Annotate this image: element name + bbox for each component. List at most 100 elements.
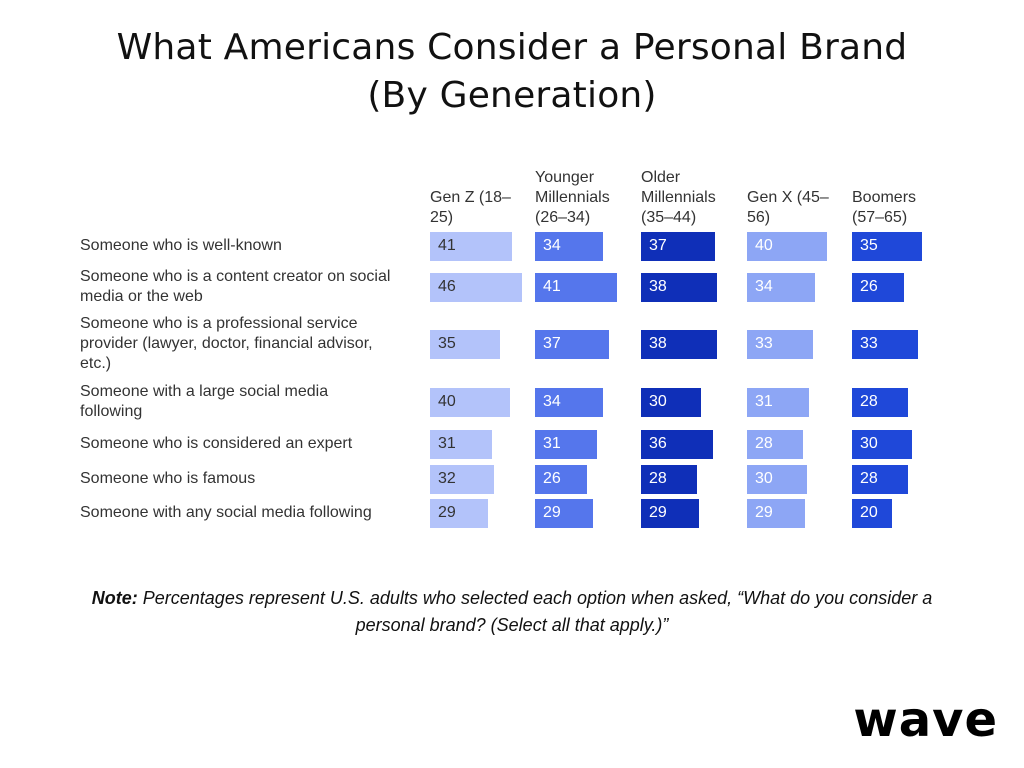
row-label-text: Someone who is famous [80, 469, 255, 489]
bar-value-label: 40 [438, 393, 456, 410]
bar-6-0: 29 [430, 498, 488, 528]
bar-value-label: 34 [543, 237, 561, 254]
column-header-line: Millennials [535, 189, 610, 206]
row-label: Someone with any social media following [80, 503, 420, 523]
bar-5-1: 26 [535, 464, 587, 494]
column-header-text: Younger Millennials (26–34) [535, 168, 610, 228]
bar-value-label: 41 [438, 237, 456, 254]
row-label: Someone who is considered an expert [80, 434, 420, 454]
bar-value-label: 30 [860, 435, 878, 452]
bar-value-label: 28 [755, 435, 773, 452]
bar-value-label: 26 [860, 278, 878, 295]
row-label-line: Someone who is a professional service [80, 315, 358, 332]
bar-3-4: 28 [852, 387, 908, 417]
bar-3-2: 30 [641, 387, 701, 417]
bar-1-1: 41 [535, 272, 617, 302]
bar-4-0: 31 [430, 429, 492, 459]
bar-value-label: 26 [543, 470, 561, 487]
column-header-line: Millennials [641, 189, 716, 206]
bar-value-label: 46 [438, 278, 456, 295]
column-header-line: (35–44) [641, 209, 697, 226]
bar-value-label: 34 [755, 278, 773, 295]
bar-0-2: 37 [641, 231, 715, 261]
wave-logo: wave [853, 692, 998, 748]
bar-value-label: 31 [755, 393, 773, 410]
column-header-line: Gen Z (18– [430, 189, 511, 206]
row-label-line: Someone who is a content creator on soci… [80, 268, 391, 285]
note-label: Note: [91, 588, 138, 608]
row-label: Someone who is a professional service pro… [80, 314, 420, 374]
bar-6-2: 29 [641, 498, 699, 528]
column-header-line: (26–34) [535, 209, 591, 226]
bar-value-label: 31 [438, 435, 456, 452]
bar-1-4: 26 [852, 272, 904, 302]
chart-title-line1: What Americans Consider a Personal Brand [116, 27, 908, 68]
bar-value-label: 37 [543, 335, 561, 352]
column-header: Younger Millennials (26–34) [535, 160, 635, 228]
bar-value-label: 32 [438, 470, 456, 487]
bar-value-label: 28 [860, 393, 878, 410]
row-label: Someone who is famous [80, 469, 420, 489]
column-header-text: Gen Z (18– 25) [430, 188, 511, 228]
row-label-line: Someone who is famous [80, 470, 256, 487]
bar-value-label: 31 [543, 435, 561, 452]
bar-1-2: 38 [641, 272, 717, 302]
bar-0-3: 40 [747, 231, 827, 261]
bar-value-label: 29 [543, 504, 561, 521]
bar-value-label: 30 [755, 470, 773, 487]
bar-5-4: 28 [852, 464, 908, 494]
column-header-line: (57–65) [852, 209, 908, 226]
row-label: Someone with a large social media followi… [80, 382, 420, 422]
bar-value-label: 20 [860, 504, 878, 521]
bar-2-1: 37 [535, 329, 609, 359]
bar-3-3: 31 [747, 387, 809, 417]
chart-title: What Americans Consider a Personal Brand… [0, 24, 1024, 120]
bar-2-4: 33 [852, 329, 918, 359]
bar-1-3: 34 [747, 272, 815, 302]
bar-4-1: 31 [535, 429, 597, 459]
row-label-line: Someone with any social media following [80, 504, 372, 521]
bar-2-3: 33 [747, 329, 813, 359]
bar-value-label: 29 [649, 504, 667, 521]
bar-value-label: 37 [649, 237, 667, 254]
column-header-text: Boomers (57–65) [852, 188, 916, 228]
bar-5-2: 28 [641, 464, 697, 494]
bar-value-label: 29 [755, 504, 773, 521]
bar-value-label: 38 [649, 278, 667, 295]
bar-4-4: 30 [852, 429, 912, 459]
bar-value-label: 36 [649, 435, 667, 452]
row-label-text: Someone with a large social media followi… [80, 382, 328, 422]
bar-value-label: 35 [860, 237, 878, 254]
bar-1-0: 46 [430, 272, 522, 302]
bar-2-0: 35 [430, 329, 500, 359]
column-header-text: Gen X (45– 56) [747, 188, 829, 228]
bar-value-label: 28 [860, 470, 878, 487]
row-label-text: Someone who is well-known [80, 236, 282, 256]
bar-4-3: 28 [747, 429, 803, 459]
bar-2-2: 38 [641, 329, 717, 359]
bar-value-label: 30 [649, 393, 667, 410]
bar-3-0: 40 [430, 387, 510, 417]
row-label-line: media or the web [80, 288, 203, 305]
bar-value-label: 35 [438, 335, 456, 352]
bar-0-1: 34 [535, 231, 603, 261]
column-header-line: Older [641, 169, 681, 186]
bar-0-0: 41 [430, 231, 512, 261]
column-header: Older Millennials (35–44) [641, 160, 741, 228]
bar-value-label: 34 [543, 393, 561, 410]
row-label-line: provider (lawyer, doctor, financial advi… [80, 335, 373, 352]
column-header-line: Gen X (45– [747, 189, 829, 206]
bar-5-3: 30 [747, 464, 807, 494]
bar-3-1: 34 [535, 387, 603, 417]
row-label-line: Someone who is well-known [80, 237, 282, 254]
bar-value-label: 28 [649, 470, 667, 487]
column-header: Boomers (57–65) [852, 160, 952, 228]
bar-value-label: 41 [543, 278, 561, 295]
row-label: Someone who is a content creator on soci… [80, 267, 420, 307]
bar-value-label: 40 [755, 237, 773, 254]
bar-5-0: 32 [430, 464, 494, 494]
bar-6-1: 29 [535, 498, 593, 528]
row-label-text: Someone who is considered an expert [80, 434, 352, 454]
column-header-line: 25) [430, 209, 454, 226]
bar-value-label: 33 [755, 335, 773, 352]
